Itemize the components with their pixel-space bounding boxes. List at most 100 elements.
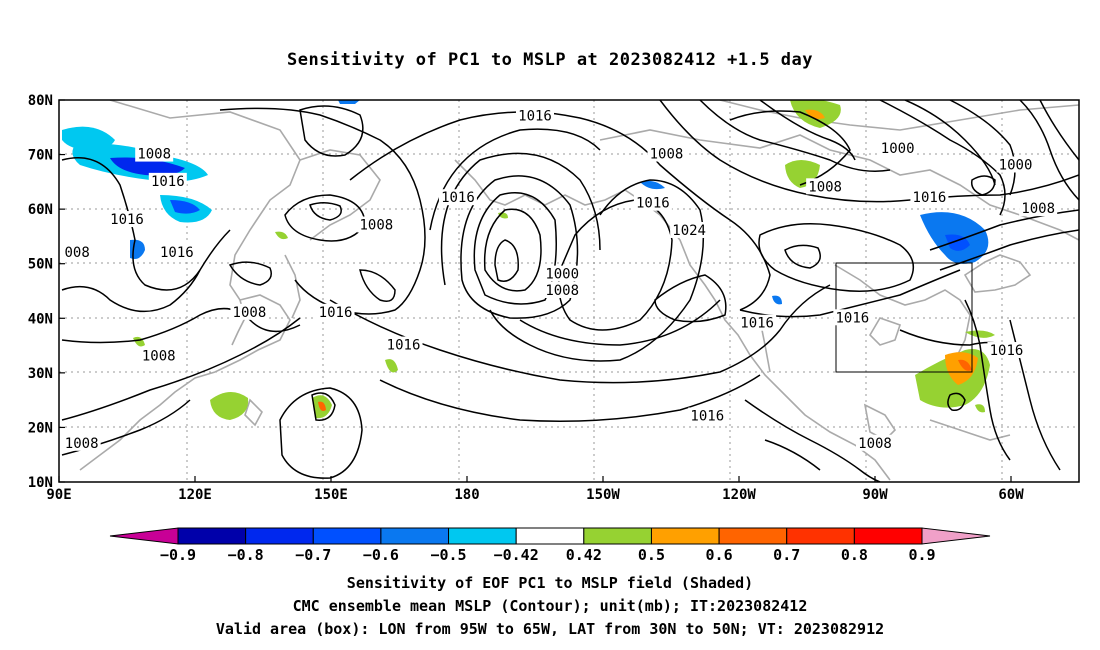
contour-label: 1016 <box>319 305 353 321</box>
colorbar-high-triangle <box>921 527 991 545</box>
positive-area <box>805 109 825 119</box>
colorbar-swatch <box>515 527 585 545</box>
contour-label-bg <box>543 282 582 298</box>
lat-label: 30N <box>28 366 53 382</box>
colorbar-label: 0.42 <box>566 546 602 564</box>
contour-label-bg <box>738 314 777 331</box>
contour-label-bg <box>384 336 423 353</box>
colorbar-swatch <box>853 527 923 545</box>
contour-label: 008 <box>64 245 89 261</box>
contour-label-bg <box>157 243 196 260</box>
contour-label-bg <box>670 221 709 238</box>
contour-label: 1008 <box>137 147 171 163</box>
positive-area <box>275 231 288 240</box>
colorbar-label: −0.6 <box>363 546 399 564</box>
negative-area <box>170 200 200 214</box>
colorbar-label: 0.8 <box>841 546 868 564</box>
lon-label: 120W <box>722 487 756 503</box>
contour-label: 1000 <box>545 267 579 283</box>
contour-label-bg <box>230 303 269 320</box>
caption-contour: CMC ensemble mean MSLP (Contour); unit(m… <box>292 597 808 615</box>
contour-label: 1008 <box>142 348 176 364</box>
contour-label: 1008 <box>233 305 267 321</box>
lat-label: 10N <box>28 475 53 491</box>
contour-label-bg <box>357 216 396 233</box>
contour-label: 1008 <box>359 218 393 234</box>
colorbar-label: −0.5 <box>430 546 466 564</box>
contour-label-bg <box>833 309 872 326</box>
contour-label-bg <box>856 434 894 451</box>
contour-label: 1008 <box>808 179 842 195</box>
contour-label-bg <box>910 189 949 206</box>
colorbar-swatch <box>380 527 450 545</box>
lat-label: 70N <box>28 148 53 164</box>
lat-label: 40N <box>28 311 53 327</box>
contour-label: 1016 <box>151 174 185 190</box>
contour-label: 1016 <box>160 245 194 261</box>
positive-area <box>210 391 249 420</box>
contour-label-bg <box>987 342 1026 359</box>
contour-label-bg <box>438 189 477 206</box>
contour-labels: 1016 1008 1016 008 1016 1008 1008 1016 1016 1016 1… <box>62 107 1058 452</box>
contour-label-bg <box>108 211 146 228</box>
contour-label-bg <box>806 178 845 195</box>
contour-label: 1016 <box>441 190 475 206</box>
colorbar-label: −0.42 <box>494 546 539 564</box>
contour-label-bg <box>62 243 92 260</box>
contour-label-bg <box>135 145 174 162</box>
negative-area <box>110 157 185 176</box>
colorbar-swatch <box>583 527 652 545</box>
caption-valid-area: Valid area (box): LON from 95W to 65W, L… <box>215 620 885 638</box>
contour-label-bg <box>148 172 187 189</box>
colorbar-swatch <box>650 527 720 545</box>
negative-area <box>338 100 360 104</box>
contour-label: 1000 <box>999 157 1033 173</box>
contour-label-bg <box>647 145 686 162</box>
map-title: Sensitivity of PC1 to MSLP at 2023082412… <box>286 50 813 70</box>
positive-area <box>945 352 978 385</box>
colorbar-label: 0.6 <box>706 546 733 564</box>
contour-label: 1016 <box>740 316 774 332</box>
mslp-contours <box>61 100 1079 482</box>
contour-label: 1008 <box>65 436 99 452</box>
contour-label-bg <box>633 194 672 211</box>
lon-label: 150E <box>314 487 348 503</box>
positive-area <box>975 404 985 413</box>
contour-label: 1000 <box>881 141 915 157</box>
lon-label: 120E <box>178 487 212 503</box>
contour-label: 1016 <box>387 338 421 354</box>
positive-area <box>318 401 326 411</box>
positive-area <box>958 359 972 371</box>
colorbar-label: 0.5 <box>638 546 665 564</box>
colorbar-swatch <box>245 527 314 545</box>
colorbar-label: −0.8 <box>228 546 264 564</box>
positive-area <box>385 359 398 373</box>
caption-shading: Sensitivity of EOF PC1 to MSLP field (Sh… <box>346 574 754 592</box>
lon-label: 180 <box>454 487 479 503</box>
latitude-labels: 80N 70N 60N 50N 40N 30N 20N 10N <box>28 93 65 491</box>
contour-label-bg <box>139 347 178 364</box>
colorbar-swatch <box>177 527 247 545</box>
contour-label: 1008 <box>650 147 684 163</box>
contour-label: 1008 <box>1021 201 1055 217</box>
lon-label: 150W <box>586 487 620 503</box>
lat-label: 60N <box>28 202 53 218</box>
colorbar-swatch <box>312 527 382 545</box>
longitude-labels: 90E 120E 150E 180 150W 120W 90W 60W <box>46 476 1024 503</box>
lat-label: 50N <box>28 257 53 273</box>
colorbar-label: −0.9 <box>160 546 196 564</box>
colorbar-label: −0.7 <box>295 546 331 564</box>
positive-area <box>965 330 995 338</box>
colorbar-label: 0.7 <box>773 546 800 564</box>
lat-label: 80N <box>28 93 53 109</box>
contour-label-bg <box>62 434 101 451</box>
negative-area <box>772 295 782 305</box>
contour-label: 1016 <box>518 108 552 124</box>
contour-label: 1008 <box>858 436 892 452</box>
lon-label: 90E <box>46 487 71 503</box>
contour-label-bg <box>543 265 582 282</box>
lat-label: 20N <box>28 420 53 436</box>
contour-label: 1016 <box>690 409 724 425</box>
contour-label: 1008 <box>545 283 579 299</box>
colorbar: −0.9 −0.8 −0.7 −0.6 −0.5 −0.42 0.42 0.5 0.6 0.7 0.… <box>109 527 991 564</box>
